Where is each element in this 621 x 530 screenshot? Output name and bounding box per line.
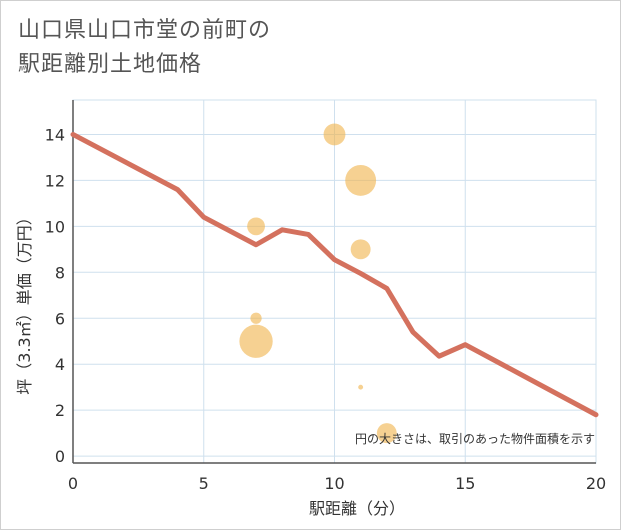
bubble-point-7 bbox=[376, 423, 397, 444]
bubble-point-5 bbox=[239, 324, 273, 358]
bubble-series bbox=[239, 123, 397, 444]
bubble-point-2 bbox=[247, 217, 265, 236]
bubble-point-1 bbox=[345, 164, 377, 196]
chart-title-line-2: 駅距離別土地価格 bbox=[18, 52, 203, 77]
y-tick-label-4: 4 bbox=[55, 355, 65, 374]
bubble-point-3 bbox=[350, 239, 371, 260]
tick-labels: 0 5 10 15 20 0 2 4 6 8 10 12 14 bbox=[45, 125, 607, 493]
y-tick-label-8: 8 bbox=[55, 263, 65, 282]
line-series bbox=[70, 131, 599, 418]
chart-title-line-1: 山口県山口市堂の前町の bbox=[18, 18, 272, 43]
x-tick-label-20: 20 bbox=[586, 474, 606, 493]
x-tick-label-10: 10 bbox=[324, 474, 344, 493]
x-axis-label: 駅距離（分） bbox=[309, 499, 405, 518]
axes bbox=[72, 100, 596, 464]
bubble-size-note: 円の大きさは、取引のあった物件面積を示す bbox=[355, 431, 595, 446]
y-tick-label-10: 10 bbox=[45, 217, 65, 236]
y-tick-label-14: 14 bbox=[45, 125, 65, 144]
x-tick-label-15: 15 bbox=[455, 474, 475, 493]
y-tick-label-0: 0 bbox=[55, 447, 65, 466]
grid-lines bbox=[72, 99, 597, 464]
bubble-point-0 bbox=[323, 123, 346, 146]
y-tick-label-12: 12 bbox=[45, 171, 65, 190]
chart-title: 山口県山口市堂の前町の 駅距離別土地価格 bbox=[18, 14, 271, 82]
bubble-point-4 bbox=[250, 312, 262, 324]
trend-line bbox=[70, 131, 599, 418]
x-tick-label-0: 0 bbox=[68, 474, 78, 493]
y-tick-label-2: 2 bbox=[55, 401, 65, 420]
bubble-point-6 bbox=[358, 384, 364, 390]
x-tick-label-5: 5 bbox=[199, 474, 209, 493]
y-tick-label-6: 6 bbox=[55, 309, 65, 328]
y-axis-label: 坪（3.3㎡）単価（万円） bbox=[15, 209, 34, 394]
